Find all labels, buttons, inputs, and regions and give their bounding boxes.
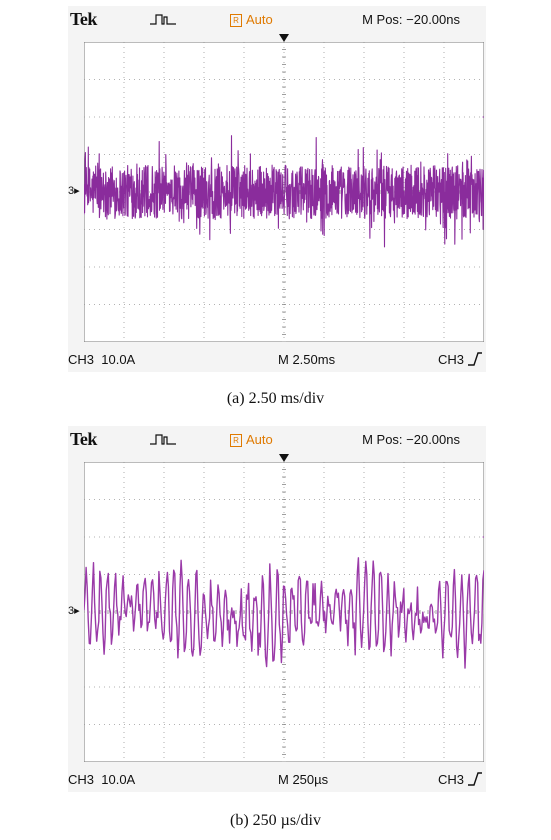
brand-label: Tek [70,429,97,449]
caption-b: (b) 250 µs/div [230,812,321,829]
waveform-trace [84,557,484,669]
ground-marker: 3▸ [68,185,80,197]
run-state-badge: R [230,434,242,447]
waveform-area [84,42,484,342]
scope-footer: CH3 10.0A M 250µs CH3 [68,770,486,790]
scope-header: Tek R Auto M Pos: −20.00ns [68,426,486,454]
scope-header: Tek R Auto M Pos: −20.00ns [68,6,486,34]
channel-scale-label: CH3 10.0A [68,772,136,787]
m-pos-label: M Pos: −20.00ns [362,432,460,447]
trigger-position-icon [279,34,289,42]
scope-footer: CH3 10.0A M 2.50ms CH3 [68,350,486,370]
scope-panel-b: Tek R Auto M Pos: −20.00ns 3▸ CH3 10.0A M… [68,426,486,792]
trigger-source-label: CH3 [437,352,464,367]
trigger-level-icon [482,116,484,118]
trigger-mode-text: Auto [246,432,273,447]
trigger-position-icon [279,454,289,462]
channel-scale-label: CH3 10.0A [68,352,136,367]
ground-marker: 3▸ [68,605,80,617]
trigger-source-label: CH3 [437,772,464,787]
caption-a: (a) 2.50 ms/div [226,390,325,407]
run-state-badge: R [230,14,242,27]
m-pos-label: M Pos: −20.00ns [362,12,460,27]
trigger-mode-label: R Auto [230,432,273,447]
acquire-pulse-icon [150,14,176,25]
scope-panel-a: Tek R Auto M Pos: −20.00ns 3▸ CH3 10.0A M… [68,6,486,372]
acquire-pulse-icon [150,434,176,445]
waveform-area [84,462,484,762]
trigger-level-icon [482,536,484,538]
rising-edge-icon [468,772,482,786]
brand-label: Tek [70,9,97,29]
trigger-mode-label: R Auto [230,12,273,27]
timebase-label: M 2.50ms [278,352,336,367]
waveform-trace [84,135,484,248]
trigger-mode-text: Auto [246,12,273,27]
rising-edge-icon [468,352,482,366]
timebase-label: M 250µs [278,772,329,787]
